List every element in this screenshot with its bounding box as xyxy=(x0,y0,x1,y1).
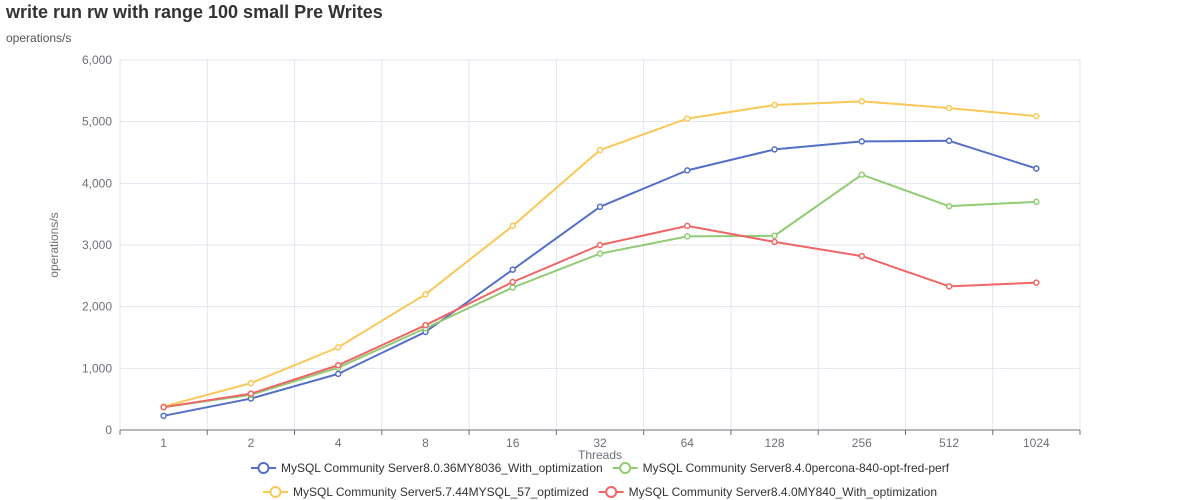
data-point[interactable] xyxy=(509,278,516,286)
legend-label: MySQL Community Server8.4.0MY840_With_op… xyxy=(629,485,937,499)
x-tick-label: 1024 xyxy=(1023,436,1050,450)
data-point[interactable] xyxy=(1033,112,1040,120)
data-point[interactable] xyxy=(509,284,516,291)
data-point[interactable] xyxy=(160,403,167,411)
y-tick-label: 0 xyxy=(105,423,112,437)
data-point[interactable] xyxy=(945,202,953,210)
legend-item-1[interactable]: MySQL Community Server8.0.36MY8036_With_… xyxy=(250,461,603,475)
data-point[interactable] xyxy=(684,115,691,122)
data-point[interactable] xyxy=(422,291,429,298)
data-point[interactable] xyxy=(596,203,604,211)
x-tick-label: 256 xyxy=(852,436,872,450)
series-3 xyxy=(160,98,1040,410)
data-point[interactable] xyxy=(684,167,691,174)
data-point[interactable] xyxy=(858,171,866,178)
x-tick-label: 64 xyxy=(681,436,695,450)
data-point[interactable] xyxy=(771,232,778,239)
legend-label: MySQL Community Server8.4.0percona-840-o… xyxy=(643,461,950,475)
legend-circle-icon xyxy=(257,462,270,474)
legend-circle-icon xyxy=(619,462,632,474)
legend-item-3[interactable]: MySQL Community Server5.7.44MYSQL_57_opt… xyxy=(262,485,589,499)
data-point[interactable] xyxy=(858,138,866,145)
data-point[interactable] xyxy=(596,241,604,249)
data-point[interactable] xyxy=(1033,198,1040,206)
legend-item-2[interactable]: MySQL Community Server8.4.0percona-840-o… xyxy=(612,461,950,475)
y-axis-label: operations/s xyxy=(47,212,61,277)
series-lines xyxy=(160,98,1040,420)
data-point[interactable] xyxy=(945,283,953,290)
grid-lines xyxy=(119,59,1081,430)
chart-subtitle: operations/s xyxy=(6,31,72,45)
x-tick-label: 16 xyxy=(506,436,520,450)
x-axis-label: Threads xyxy=(578,448,622,462)
data-point[interactable] xyxy=(596,250,604,257)
data-point[interactable] xyxy=(771,101,778,109)
axes: 0 1,000 2,000 3,000 4,000 5,000 6,000 1 2 4 8 16 32 6… xyxy=(82,53,1081,450)
data-point[interactable] xyxy=(684,222,691,230)
y-tick-label: 1,000 xyxy=(82,361,112,375)
data-point[interactable] xyxy=(1033,165,1040,172)
data-point[interactable] xyxy=(509,266,516,273)
data-point[interactable] xyxy=(334,370,342,378)
x-tick-label: 1 xyxy=(160,436,167,450)
data-point[interactable] xyxy=(334,344,342,351)
x-tick-label: 8 xyxy=(422,436,429,450)
data-point[interactable] xyxy=(247,379,255,387)
data-point[interactable] xyxy=(334,362,342,369)
x-tick-label: 128 xyxy=(765,436,785,450)
legend-circle-icon xyxy=(605,486,618,498)
data-point[interactable] xyxy=(858,252,866,260)
data-point[interactable] xyxy=(945,104,953,112)
chart-title: write run rw with range 100 small Pre Wr… xyxy=(6,2,383,22)
legend-item-4[interactable]: MySQL Community Server8.4.0MY840_With_op… xyxy=(598,485,937,499)
data-point[interactable] xyxy=(684,233,691,240)
data-point[interactable] xyxy=(1033,279,1040,286)
legend-label: MySQL Community Server5.7.44MYSQL_57_opt… xyxy=(293,485,589,499)
data-point[interactable] xyxy=(945,137,953,145)
data-point[interactable] xyxy=(596,146,604,154)
y-tick-label: 3,000 xyxy=(82,238,112,252)
x-tick-label: 4 xyxy=(335,436,342,450)
data-point[interactable] xyxy=(247,390,255,397)
x-tick-label: 32 xyxy=(593,436,607,450)
data-point[interactable] xyxy=(771,238,778,246)
x-tick-label: 512 xyxy=(939,436,959,450)
data-point[interactable] xyxy=(422,321,429,329)
y-tick-label: 2,000 xyxy=(82,300,112,314)
legend-label: MySQL Community Server8.0.36MY8036_With_… xyxy=(281,461,603,475)
legend: MySQL Community Server8.0.36MY8036_With_… xyxy=(250,461,950,499)
data-point[interactable] xyxy=(858,98,866,105)
y-tick-label: 6,000 xyxy=(82,53,112,67)
legend-circle-icon xyxy=(269,486,282,498)
y-tick-label: 4,000 xyxy=(82,176,112,190)
data-point[interactable] xyxy=(771,146,778,153)
series-4 xyxy=(160,222,1040,411)
x-tick-label: 2 xyxy=(248,436,255,450)
data-point[interactable] xyxy=(509,222,516,230)
series-1 xyxy=(160,137,1040,420)
y-tick-label: 5,000 xyxy=(82,115,112,129)
data-point[interactable] xyxy=(160,412,167,420)
